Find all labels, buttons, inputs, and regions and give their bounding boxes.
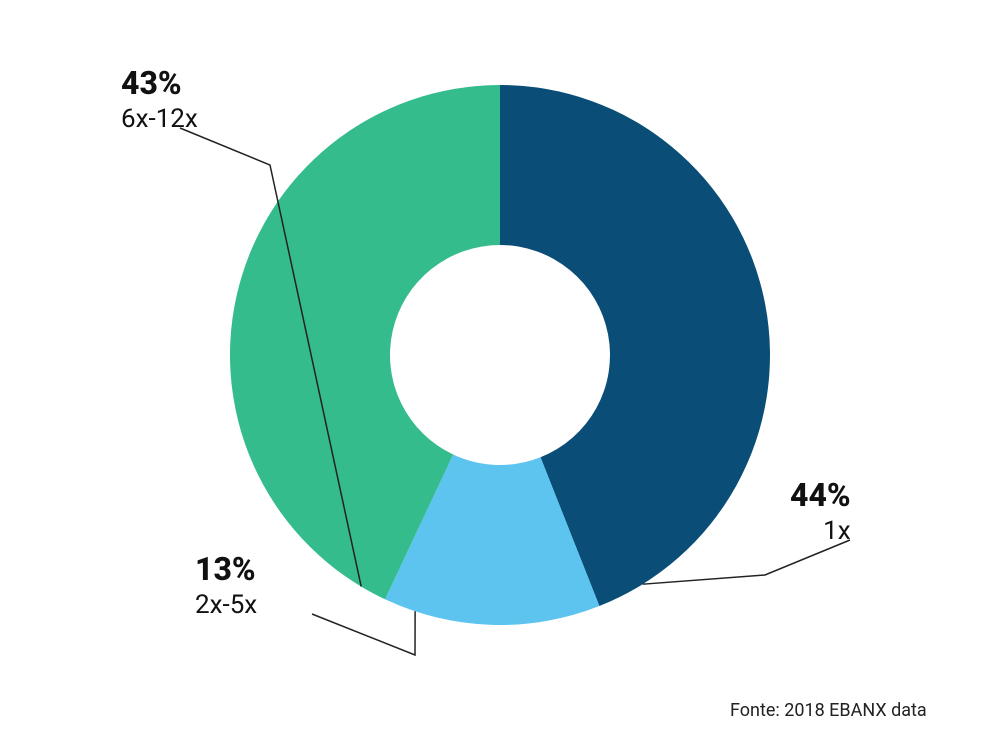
- slice-sub-s1: 2x-5x: [195, 589, 257, 622]
- slice-sub-s2: 6x-12x: [121, 103, 198, 136]
- slice-pct-s2: 43%: [121, 63, 198, 103]
- slice-pct-s1: 13%: [195, 549, 257, 589]
- slice-label-s1: 13%2x-5x: [195, 549, 257, 622]
- slice-label-s0: 44%1x: [790, 475, 851, 548]
- source-text: Fonte: 2018 EBANX data: [730, 700, 927, 721]
- slice-pct-s0: 44%: [790, 475, 851, 515]
- slice-sub-s0: 1x: [790, 515, 851, 548]
- slice-label-s2: 43%6x-12x: [121, 63, 198, 136]
- leader-line-s1: [312, 611, 415, 655]
